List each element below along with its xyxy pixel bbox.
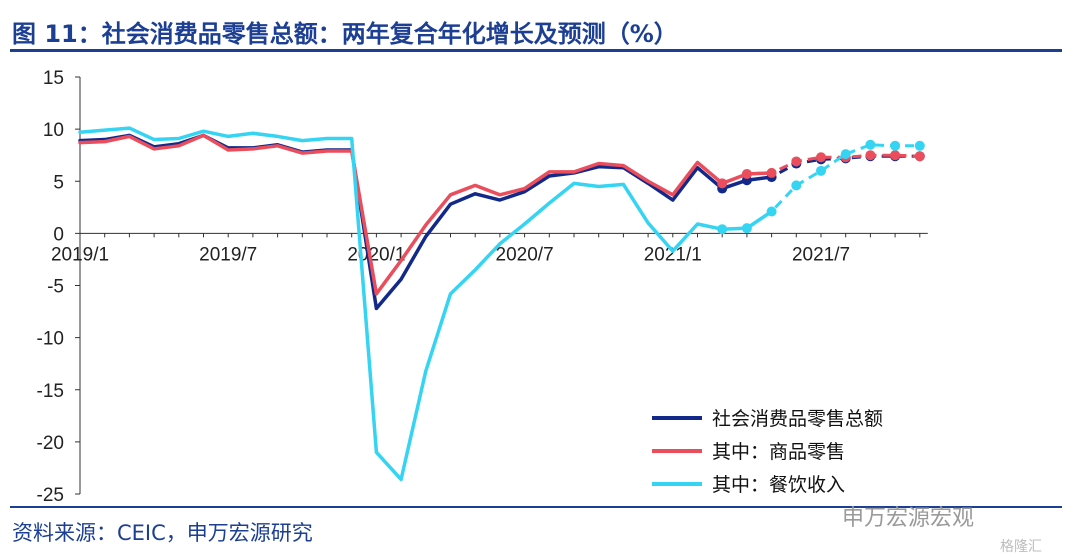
series-line-1 xyxy=(78,133,774,296)
y-tick-label: 0 xyxy=(53,224,64,245)
x-tick-label: 2020/1 xyxy=(347,244,405,265)
series-forecast-line-2 xyxy=(722,143,920,231)
y-tick-label: 5 xyxy=(53,172,64,193)
source-rule xyxy=(10,506,1062,508)
y-tick-label: -10 xyxy=(37,329,64,350)
forecast-point xyxy=(766,206,777,217)
x-tick-label: 2021/1 xyxy=(644,244,702,265)
y-tick-label: -20 xyxy=(37,433,64,454)
legend-label-2: 其中：餐饮收入 xyxy=(712,474,845,496)
legend-label-1: 其中：商品零售 xyxy=(712,441,845,463)
forecast-point xyxy=(717,224,728,235)
y-tick-label: 10 xyxy=(43,120,64,141)
x-tick-label: 2019/7 xyxy=(199,244,257,265)
y-tick-label: -25 xyxy=(37,485,64,506)
forecast-point xyxy=(865,139,876,150)
y-axis: 15 10 5 0 -5 -10 -15 -20 -25 xyxy=(37,68,81,506)
x-tick-label: 2021/7 xyxy=(792,244,850,265)
series-line-0 xyxy=(78,133,774,311)
forecast-point xyxy=(914,140,925,151)
forecast-point xyxy=(865,150,876,161)
watermark-account: 申万宏源宏观 xyxy=(842,506,975,531)
source-note: 资料来源：CEIC，申万宏源研究 xyxy=(12,521,313,545)
title-rule xyxy=(10,49,1062,52)
forecast-point xyxy=(741,168,752,179)
forecast-point xyxy=(816,152,826,163)
y-tick-label: 15 xyxy=(43,68,64,89)
y-tick-label: -5 xyxy=(47,277,64,298)
x-tick-label: 2020/7 xyxy=(496,244,554,265)
chart-title: 图 11：社会消费品零售总额：两年复合年化增长及预测（%） xyxy=(12,20,678,48)
watermark-site: 格隆汇 xyxy=(1000,539,1042,555)
forecast-point xyxy=(914,151,925,162)
forecast-point xyxy=(840,149,851,160)
x-tick-label: 2019/1 xyxy=(51,244,109,265)
forecast-point xyxy=(717,178,728,189)
legend-label-0: 社会消费品零售总额 xyxy=(712,408,883,430)
forecast-point xyxy=(816,165,826,176)
y-tick-label: -15 xyxy=(37,381,64,402)
forecast-point xyxy=(890,150,901,161)
series-lines xyxy=(78,126,925,482)
forecast-point xyxy=(791,180,802,191)
forecast-point xyxy=(741,223,752,234)
x-axis: 2019/1 2019/7 2020/1 2020/7 2021/1 2021/7 xyxy=(51,232,928,265)
series-forecast-line-1 xyxy=(721,153,920,185)
forecast-point xyxy=(791,156,802,167)
series-line-2 xyxy=(78,126,774,482)
forecast-point xyxy=(890,140,901,151)
forecast-point xyxy=(766,167,777,178)
